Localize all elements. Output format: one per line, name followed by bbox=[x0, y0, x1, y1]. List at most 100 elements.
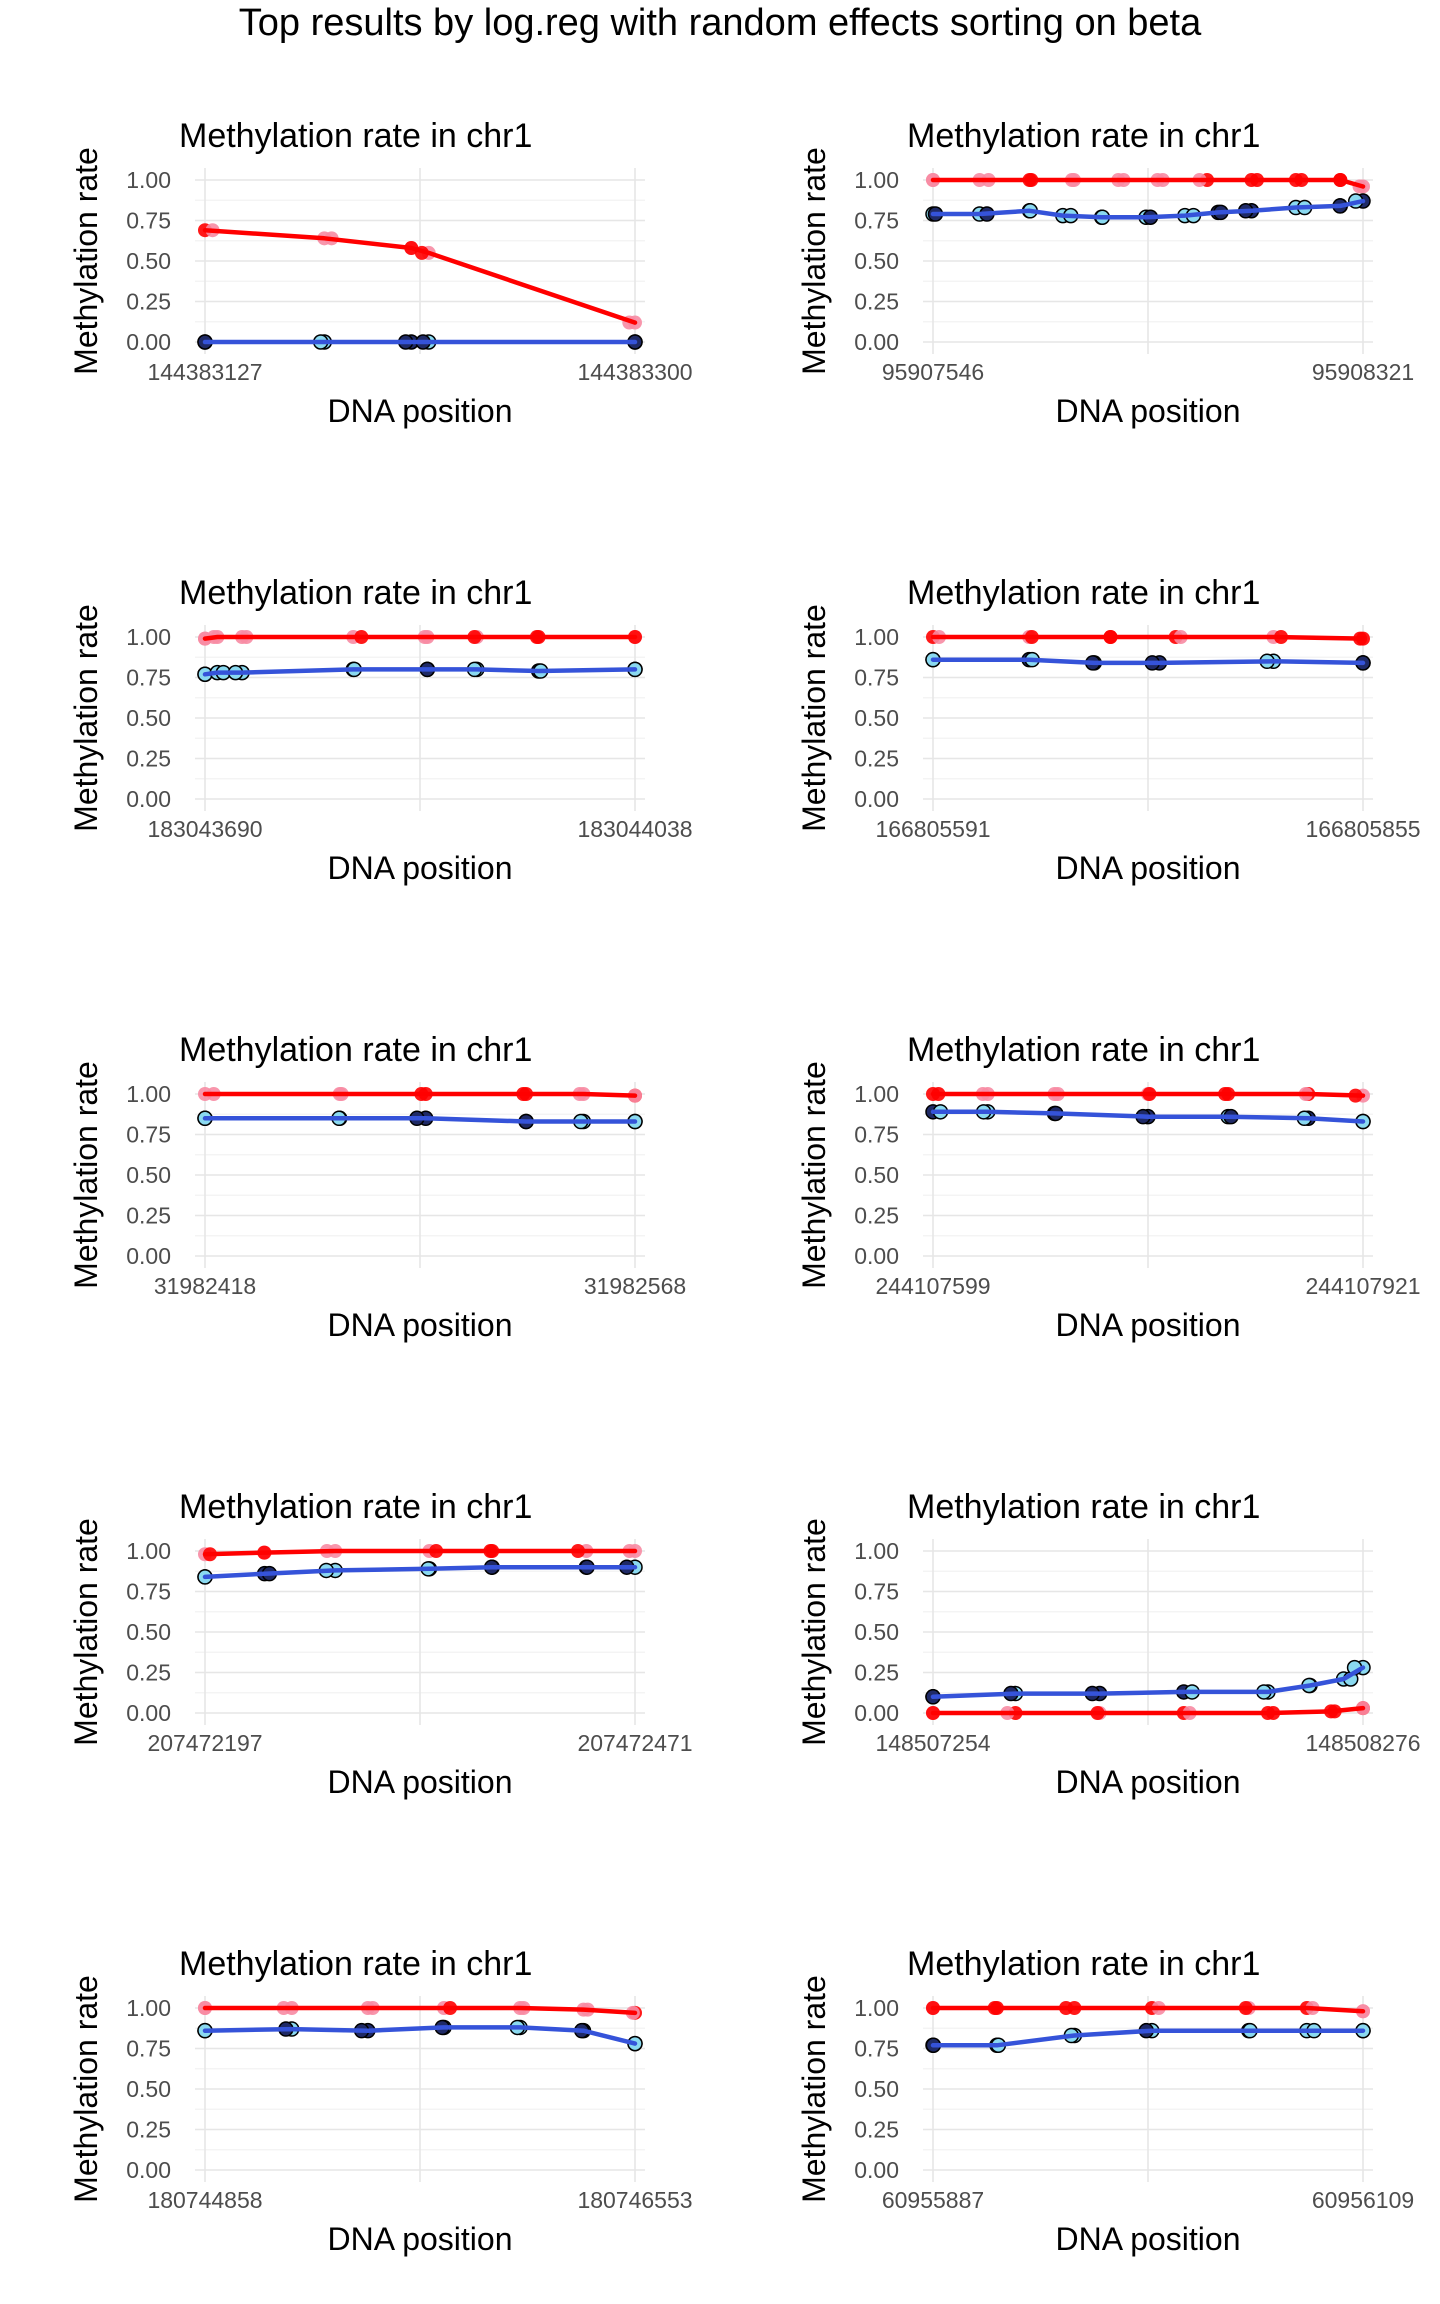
chart-panel-5: Methylation rate in chr1 0.00 0.25 0.50 0.75… bbox=[68, 1031, 686, 1343]
y-tick-label: 0.50 bbox=[126, 248, 171, 274]
y-tick-label: 0.25 bbox=[854, 289, 899, 315]
x-tick-label: 207472471 bbox=[577, 1730, 692, 1756]
y-tick-label: 0.00 bbox=[854, 786, 899, 812]
y-tick-label: 0.50 bbox=[854, 1162, 899, 1188]
y-tick-label: 1.00 bbox=[126, 167, 171, 193]
red-series-line bbox=[930, 1091, 1366, 1098]
blue-series-line bbox=[930, 1665, 1366, 1700]
y-tick-label: 0.50 bbox=[854, 1619, 899, 1645]
y-tick-label: 1.00 bbox=[126, 624, 171, 650]
y-tick-label: 0.00 bbox=[126, 1700, 171, 1726]
chart-title: Methylation rate in chr1 bbox=[907, 1031, 1260, 1069]
y-axis-label: Methylation rate bbox=[68, 604, 104, 832]
blue-series-line bbox=[202, 1116, 638, 1124]
x-tick-label: 183043690 bbox=[147, 816, 262, 842]
x-axis-label: DNA position bbox=[328, 2221, 513, 2257]
y-tick-label: 0.25 bbox=[854, 746, 899, 772]
y-tick-label: 0.50 bbox=[854, 705, 899, 731]
chart-title: Methylation rate in chr1 bbox=[907, 574, 1260, 612]
red-series-line bbox=[202, 1548, 638, 1557]
chart-panel-8: Methylation rate in chr1 0.00 0.25 0.50 0.75… bbox=[796, 1488, 1421, 1800]
chart-title: Methylation rate in chr1 bbox=[179, 1031, 532, 1069]
x-tick-label: 60956109 bbox=[1312, 2187, 1414, 2213]
y-tick-label: 0.75 bbox=[126, 665, 171, 691]
y-tick-label: 0.50 bbox=[126, 1162, 171, 1188]
y-tick-label: 0.00 bbox=[126, 786, 171, 812]
chart-panel-4: Methylation rate in chr1 0.00 0.25 0.50 0.75… bbox=[796, 574, 1421, 886]
y-tick-label: 1.00 bbox=[854, 1538, 899, 1564]
y-tick-label: 1.00 bbox=[854, 624, 899, 650]
y-tick-label: 0.25 bbox=[126, 746, 171, 772]
blue-series-line bbox=[202, 2025, 638, 2046]
x-tick-label: 244107599 bbox=[875, 1273, 990, 1299]
y-tick-label: 0.00 bbox=[854, 1243, 899, 1269]
red-series-line bbox=[202, 2005, 638, 2016]
x-tick-label: 31982418 bbox=[154, 1273, 256, 1299]
y-tick-label: 0.25 bbox=[126, 289, 171, 315]
x-tick-label: 144383300 bbox=[577, 359, 692, 385]
chart-title: Methylation rate in chr1 bbox=[907, 117, 1260, 155]
x-axis-label: DNA position bbox=[1056, 393, 1241, 429]
chart-panel-9: Methylation rate in chr1 0.00 0.25 0.50 0.75… bbox=[68, 1945, 693, 2257]
y-tick-label: 0.75 bbox=[854, 1122, 899, 1148]
chart-panel-10: Methylation rate in chr1 0.00 0.25 0.50 0.75… bbox=[796, 1945, 1414, 2257]
y-tick-label: 1.00 bbox=[126, 1995, 171, 2021]
chart-title: Methylation rate in chr1 bbox=[179, 1945, 532, 1983]
red-series-line bbox=[202, 634, 638, 641]
page-title: Top results by log.reg with random effec… bbox=[238, 2, 1202, 44]
y-tick-label: 0.75 bbox=[854, 665, 899, 691]
x-tick-label: 207472197 bbox=[147, 1730, 262, 1756]
y-tick-label: 0.75 bbox=[126, 1579, 171, 1605]
x-tick-label: 166805591 bbox=[875, 816, 990, 842]
y-tick-label: 0.25 bbox=[126, 1660, 171, 1686]
y-tick-label: 1.00 bbox=[854, 167, 899, 193]
x-tick-label: 60955887 bbox=[882, 2187, 984, 2213]
x-tick-label: 95908321 bbox=[1312, 359, 1414, 385]
x-axis-label: DNA position bbox=[328, 393, 513, 429]
y-tick-label: 0.00 bbox=[854, 329, 899, 355]
blue-series-line bbox=[202, 667, 638, 677]
chart-panel-7: Methylation rate in chr1 0.00 0.25 0.50 0.75… bbox=[68, 1488, 693, 1800]
x-axis-label: DNA position bbox=[1056, 2221, 1241, 2257]
y-tick-label: 1.00 bbox=[854, 1995, 899, 2021]
blue-series-line bbox=[930, 2028, 1366, 2048]
x-axis-label: DNA position bbox=[1056, 1307, 1241, 1343]
red-series-line bbox=[202, 227, 638, 325]
y-tick-label: 0.00 bbox=[126, 1243, 171, 1269]
x-tick-label: 180744858 bbox=[147, 2187, 262, 2213]
y-tick-label: 0.00 bbox=[854, 2157, 899, 2183]
y-tick-label: 0.00 bbox=[126, 329, 171, 355]
chart-panel-6: Methylation rate in chr1 0.00 0.25 0.50 0.75… bbox=[796, 1031, 1421, 1343]
y-tick-label: 0.25 bbox=[126, 2117, 171, 2143]
chart-panel-3: Methylation rate in chr1 0.00 0.25 0.50 0.75… bbox=[68, 574, 693, 886]
chart-title: Methylation rate in chr1 bbox=[179, 1488, 532, 1526]
y-tick-label: 0.00 bbox=[854, 1700, 899, 1726]
y-tick-label: 0.75 bbox=[126, 1122, 171, 1148]
y-tick-label: 1.00 bbox=[854, 1081, 899, 1107]
blue-series-line bbox=[930, 1109, 1366, 1124]
chart-title: Methylation rate in chr1 bbox=[179, 117, 532, 155]
red-series-line bbox=[930, 1705, 1366, 1716]
x-tick-label: 180746553 bbox=[577, 2187, 692, 2213]
x-axis-label: DNA position bbox=[1056, 850, 1241, 886]
red-series-line bbox=[930, 634, 1366, 641]
y-axis-label: Methylation rate bbox=[68, 1518, 104, 1746]
y-tick-label: 0.50 bbox=[126, 1619, 171, 1645]
x-tick-label: 148507254 bbox=[875, 1730, 990, 1756]
y-axis-label: Methylation rate bbox=[68, 147, 104, 375]
y-axis-label: Methylation rate bbox=[68, 1975, 104, 2203]
y-tick-label: 0.25 bbox=[854, 1660, 899, 1686]
x-tick-label: 148508276 bbox=[1305, 1730, 1420, 1756]
y-tick-label: 0.75 bbox=[126, 208, 171, 234]
y-tick-label: 0.00 bbox=[126, 2157, 171, 2183]
chart-title: Methylation rate in chr1 bbox=[179, 574, 532, 612]
y-axis-label: Methylation rate bbox=[796, 604, 832, 832]
x-tick-label: 183044038 bbox=[577, 816, 692, 842]
y-tick-label: 0.75 bbox=[854, 2036, 899, 2062]
chart-panel-2: Methylation rate in chr1 0.00 0.25 0.50 0.75… bbox=[796, 117, 1414, 429]
y-tick-label: 0.75 bbox=[126, 2036, 171, 2062]
y-axis-label: Methylation rate bbox=[68, 1061, 104, 1289]
blue-series-line bbox=[930, 657, 1366, 666]
red-series-line bbox=[930, 2005, 1366, 2014]
